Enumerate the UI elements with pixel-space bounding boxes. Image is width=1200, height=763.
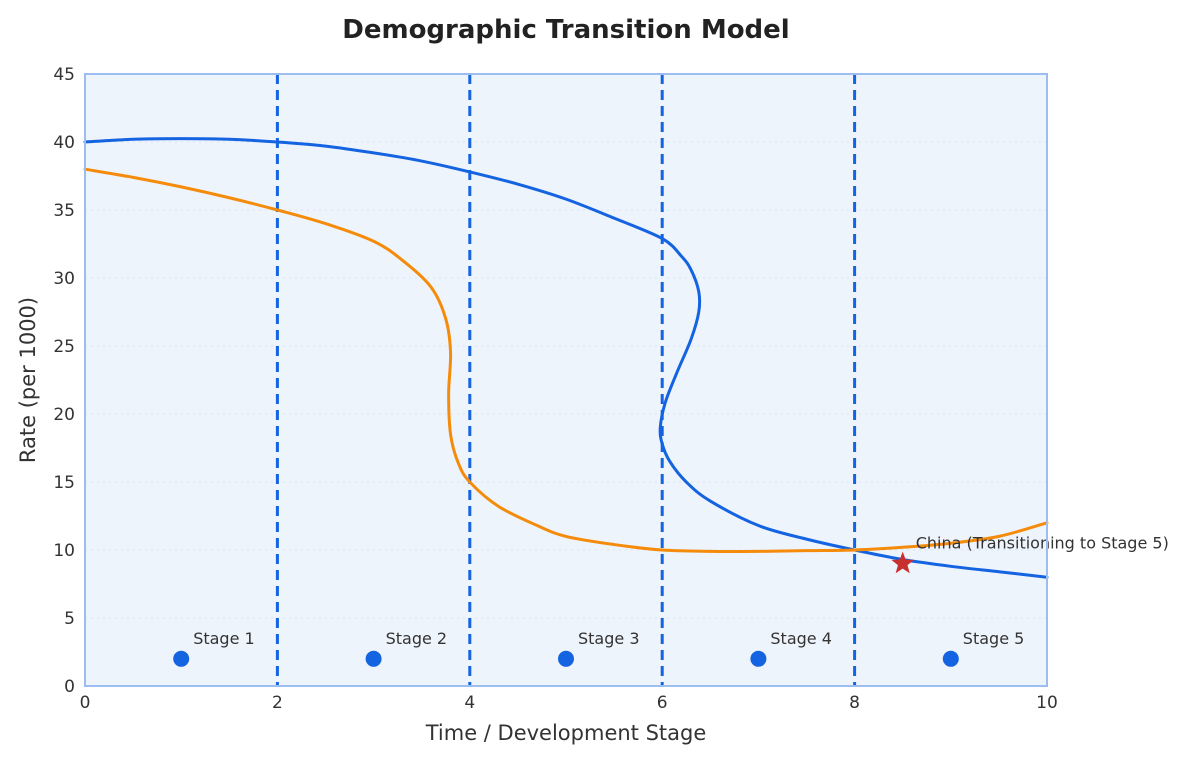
x-tick-label: 10 — [1036, 693, 1058, 713]
annotation-label: China (Transitioning to Stage 5) — [916, 534, 1169, 553]
x-axis-label: Time / Development Stage — [425, 721, 707, 745]
annotation-group: China (Transitioning to Stage 5) — [891, 534, 1169, 574]
orange-curve-line — [83, 167, 1049, 553]
y-tick-label: 5 — [64, 609, 75, 629]
stage-label: Stage 5 — [963, 629, 1025, 648]
stage-markers: Stage 1 Stage 2 Stage 3 Stage 4 Stage 5 — [173, 629, 1024, 667]
y-tick-label: 30 — [53, 269, 75, 289]
x-tick-label: 0 — [80, 693, 91, 713]
y-axis-label: Rate (per 1000) — [16, 297, 40, 463]
stage-marker — [173, 650, 190, 667]
grid-lines — [85, 141, 1047, 619]
stage-marker — [558, 650, 574, 667]
plot-area — [85, 74, 1047, 686]
y-tick-label: 45 — [53, 65, 75, 85]
stage-label: Stage 1 — [193, 629, 255, 648]
y-tick-label: 20 — [53, 405, 75, 425]
x-tick-label: 6 — [657, 693, 668, 713]
stage-marker — [365, 650, 382, 667]
stage-dividers — [275, 74, 857, 686]
plot-border — [84, 73, 1048, 687]
stage-label: Stage 3 — [578, 629, 640, 648]
stage-marker — [750, 650, 767, 667]
y-tick-label: 25 — [53, 337, 75, 357]
stage-label: Stage 2 — [386, 629, 448, 648]
x-tick-label: 2 — [272, 693, 283, 713]
y-tick-label: 0 — [64, 677, 75, 697]
star-icon — [891, 551, 915, 574]
chart-title: Demographic Transition Model — [342, 15, 789, 45]
blue-curve-line — [83, 137, 1049, 579]
y-tick-label: 10 — [53, 541, 75, 561]
y-tick-label: 15 — [53, 473, 75, 493]
stage-marker — [942, 650, 959, 667]
y-tick-label: 35 — [53, 201, 75, 221]
y-tick-label: 40 — [53, 133, 75, 153]
x-tick-label: 4 — [464, 693, 475, 713]
stage-label: Stage 4 — [770, 629, 832, 648]
x-tick-label: 8 — [849, 693, 860, 713]
axis-ticks: 0 2 4 6 8 10 0 5 10 15 20 25 30 35 40 45 — [53, 65, 1057, 713]
series-lines — [83, 137, 1049, 579]
